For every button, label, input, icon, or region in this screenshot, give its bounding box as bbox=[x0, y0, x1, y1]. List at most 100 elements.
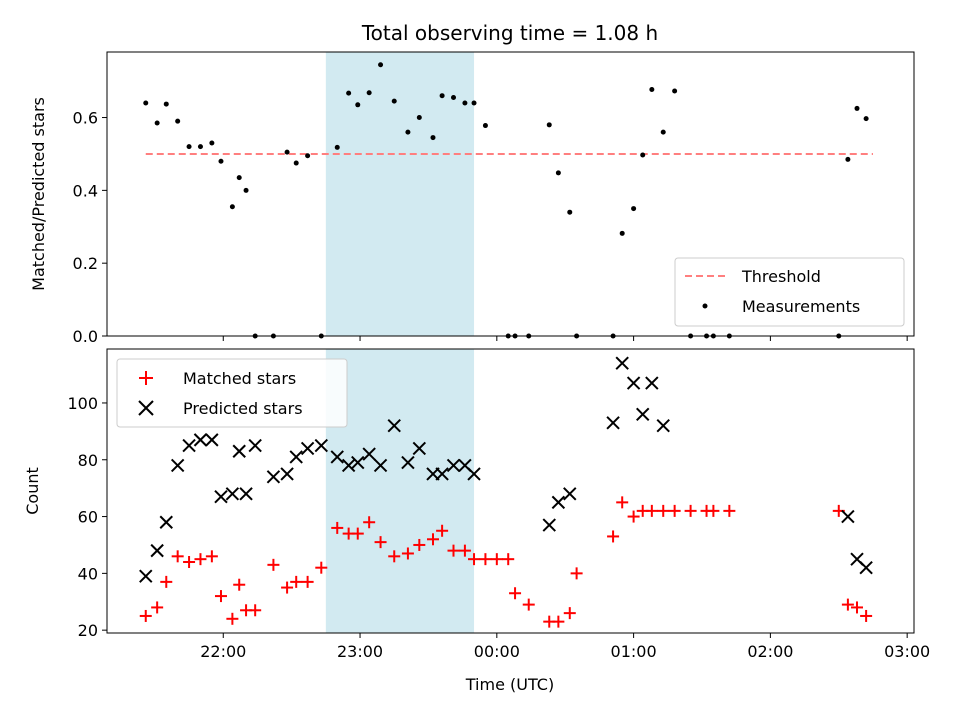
legend-measurements-swatch bbox=[702, 303, 708, 309]
measurement-point bbox=[416, 115, 422, 121]
measurement-point bbox=[209, 140, 215, 146]
predicted-point bbox=[841, 509, 855, 524]
bottom-axes-frame bbox=[106, 348, 915, 634]
predicted-point bbox=[387, 418, 401, 433]
legend-threshold-label: Threshold bbox=[741, 267, 821, 286]
matched-point bbox=[668, 504, 681, 517]
predicted-point bbox=[636, 407, 650, 422]
matched-point bbox=[194, 553, 207, 566]
legend-measurements-label: Measurements bbox=[742, 297, 860, 316]
matched-point bbox=[479, 553, 492, 566]
matched-point bbox=[388, 550, 401, 563]
matched-point bbox=[447, 544, 460, 557]
measurement-point bbox=[175, 118, 181, 124]
matched-point bbox=[139, 609, 152, 622]
top-panel: Total observing time = 1.08 h 0.00.20.40… bbox=[29, 21, 915, 346]
matched-point bbox=[281, 581, 294, 594]
matched-point bbox=[684, 504, 697, 517]
bottom-legend: Matched stars Predicted stars bbox=[116, 358, 348, 428]
matched-point bbox=[413, 538, 426, 551]
measurement-point bbox=[451, 95, 457, 101]
matched-point bbox=[723, 504, 736, 517]
measurement-point bbox=[163, 101, 169, 107]
y-tick-label: 40 bbox=[78, 564, 98, 583]
matched-point bbox=[426, 533, 439, 546]
bottom-panel: 20 40 60 80 100 22:00 23:00 00:00 01:00 02:00 03:… bbox=[23, 348, 930, 694]
predicted-point bbox=[239, 487, 253, 501]
predicted-point bbox=[401, 455, 415, 470]
matched-point bbox=[249, 604, 262, 617]
matched-point bbox=[522, 598, 535, 611]
measurement-point bbox=[482, 123, 488, 129]
measurement-point bbox=[555, 170, 561, 176]
measurement-point bbox=[346, 90, 352, 96]
matched-point bbox=[374, 536, 387, 549]
bottom-y-axis-label: Count bbox=[23, 467, 42, 515]
measurement-point bbox=[334, 144, 340, 150]
predicted-point bbox=[362, 447, 376, 461]
matched-point bbox=[860, 609, 873, 622]
y-tick-label: 0.4 bbox=[73, 181, 98, 200]
matched-point bbox=[226, 612, 239, 625]
y-tick-label: 0.6 bbox=[73, 109, 98, 128]
y-tick-label: 60 bbox=[78, 508, 98, 527]
predicted-point bbox=[626, 376, 641, 390]
measurement-point bbox=[197, 144, 203, 150]
predicted-point bbox=[563, 487, 577, 501]
predicted-point bbox=[139, 569, 153, 583]
bottom-x-axis: 22:00 23:00 00:00 01:00 02:00 03:00 bbox=[200, 633, 930, 661]
matched-point bbox=[627, 510, 640, 523]
measurement-point bbox=[405, 129, 411, 135]
y-tick-label: 80 bbox=[78, 451, 98, 470]
matched-points-layer bbox=[139, 496, 873, 628]
x-tick-label: 00:00 bbox=[474, 642, 520, 661]
matched-point bbox=[351, 527, 364, 540]
x-tick-label: 01:00 bbox=[611, 642, 657, 661]
predicted-point bbox=[859, 560, 873, 575]
predicted-point bbox=[205, 433, 219, 447]
y-tick-label: 20 bbox=[78, 621, 98, 640]
top-y-axis: 0.0 0.2 0.4 0.6 bbox=[73, 109, 107, 346]
predicted-point bbox=[289, 450, 303, 464]
matched-point bbox=[468, 553, 481, 566]
predicted-point bbox=[159, 515, 173, 529]
matched-point bbox=[509, 587, 522, 600]
chart-title: Total observing time = 1.08 h bbox=[361, 21, 658, 45]
x-axis-label: Time (UTC) bbox=[465, 675, 554, 694]
predicted-point bbox=[645, 376, 659, 390]
predicted-point bbox=[542, 518, 556, 532]
matched-point bbox=[851, 601, 864, 614]
y-tick-label: 100 bbox=[67, 394, 98, 413]
measurement-point bbox=[391, 98, 397, 104]
predicted-point bbox=[214, 489, 228, 504]
matched-point bbox=[301, 575, 314, 588]
matched-point bbox=[570, 567, 583, 580]
top-axes-frame bbox=[106, 51, 915, 337]
measurement-point bbox=[430, 135, 436, 141]
predicted-point bbox=[412, 441, 427, 456]
predicted-point bbox=[467, 467, 481, 481]
measurement-point bbox=[471, 100, 477, 106]
measurement-point bbox=[293, 160, 299, 166]
legend-predicted-label: Predicted stars bbox=[183, 399, 303, 418]
matched-point bbox=[607, 530, 620, 543]
legend-matched-label: Matched stars bbox=[183, 369, 296, 388]
predicted-point bbox=[266, 470, 281, 484]
shaded-region bbox=[325, 349, 475, 633]
measurement-point bbox=[462, 100, 468, 106]
predicted-point bbox=[232, 444, 246, 458]
legend-matched-swatch bbox=[139, 371, 153, 385]
predicted-point bbox=[330, 450, 344, 464]
predicted-point bbox=[373, 458, 388, 473]
matched-point bbox=[267, 558, 280, 571]
matched-point bbox=[151, 601, 164, 614]
measurement-point bbox=[378, 62, 384, 68]
predicted-point bbox=[351, 455, 365, 470]
matched-point bbox=[363, 516, 376, 529]
matched-point bbox=[563, 607, 576, 620]
predicted-point bbox=[314, 438, 328, 453]
bottom-y-axis: 20 40 60 80 100 bbox=[67, 394, 107, 640]
matched-point bbox=[315, 561, 328, 574]
top-legend: Threshold Measurements bbox=[674, 257, 905, 327]
